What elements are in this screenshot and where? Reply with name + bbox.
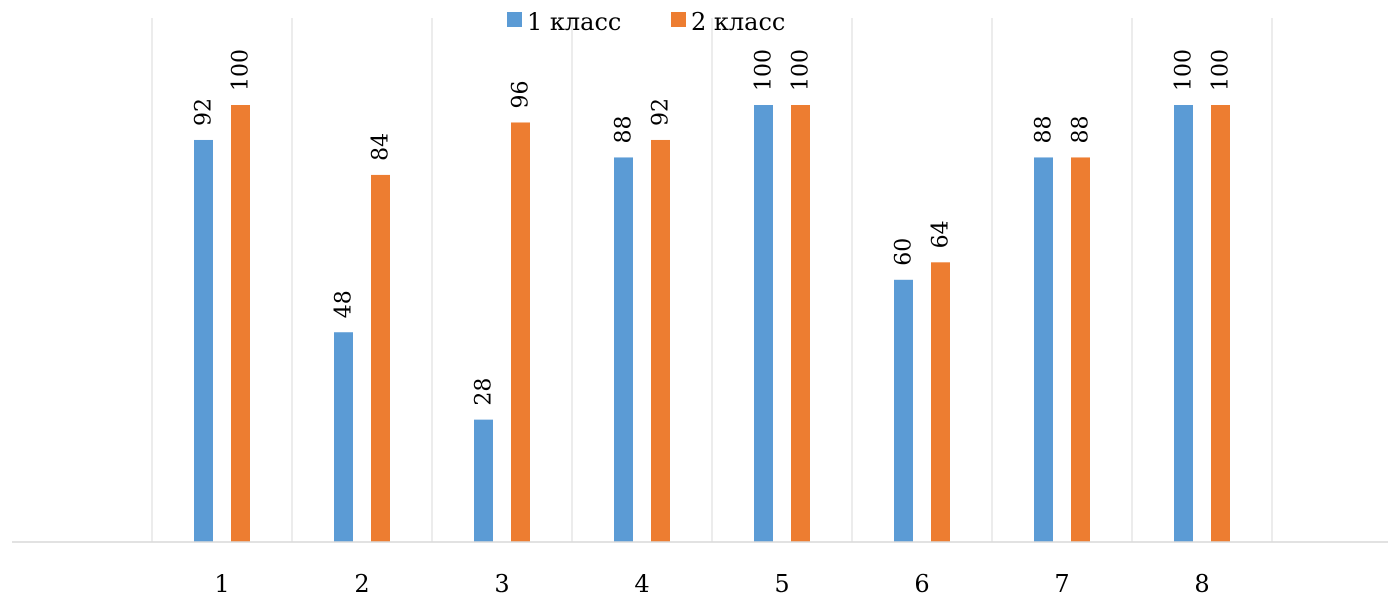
legend-swatch-1 [507,12,522,27]
x-tick-label: 6 [914,570,929,594]
data-label: 28 [472,378,497,406]
gridlines [151,18,1273,542]
x-tick-label: 3 [494,570,509,594]
x-tick-label: 5 [774,570,789,594]
legend-swatch-2 [671,12,686,27]
bar-1-cat-2 [334,332,353,542]
x-tick-label: 4 [634,570,649,594]
data-label: 100 [1209,49,1234,91]
x-tick-label: 2 [354,570,369,594]
bar-2-cat-6 [931,262,950,542]
bar-2-cat-7 [1071,157,1090,542]
data-label: 92 [192,98,217,126]
bars [194,105,1230,543]
data-label: 96 [509,80,534,108]
bar-2-cat-1 [231,105,250,542]
x-tick-label: 7 [1054,570,1069,594]
data-label: 60 [892,238,917,266]
data-label: 92 [649,98,674,126]
x-tick-labels: 1 2 3 4 5 6 7 8 [214,570,1209,598]
bar-1-cat-4 [614,157,633,542]
bar-2-cat-5 [791,105,810,542]
bar-1-cat-6 [894,279,913,542]
data-label: 48 [332,290,357,318]
legend-label-2: 2 класс [691,8,785,36]
data-label: 100 [789,49,814,91]
legend: 1 класс 2 класс [507,8,785,36]
legend-label-1: 1 класс [527,8,621,36]
bar-1-cat-5 [754,105,773,542]
data-label: 88 [612,115,637,143]
data-label: 100 [752,49,777,91]
data-labels: 92 100 48 84 28 96 88 92 100 100 60 64 88 88 100 100 [192,49,1234,406]
bar-1-cat-8 [1174,105,1193,542]
bar-1-cat-7 [1034,157,1053,542]
bar-2-cat-2 [371,174,390,543]
data-label: 64 [929,220,954,248]
data-label: 84 [369,133,394,161]
bar-2-cat-4 [651,139,670,542]
data-label: 100 [1172,49,1197,91]
data-label: 88 [1032,115,1057,143]
x-tick-label: 8 [1194,570,1209,594]
data-label: 88 [1069,115,1094,143]
bar-1-cat-3 [474,419,493,542]
bar-1-cat-1 [194,139,213,542]
x-tick-label: 1 [214,570,229,594]
bar-2-cat-8 [1211,105,1230,542]
bar-2-cat-3 [511,122,530,542]
data-label: 100 [229,49,254,91]
